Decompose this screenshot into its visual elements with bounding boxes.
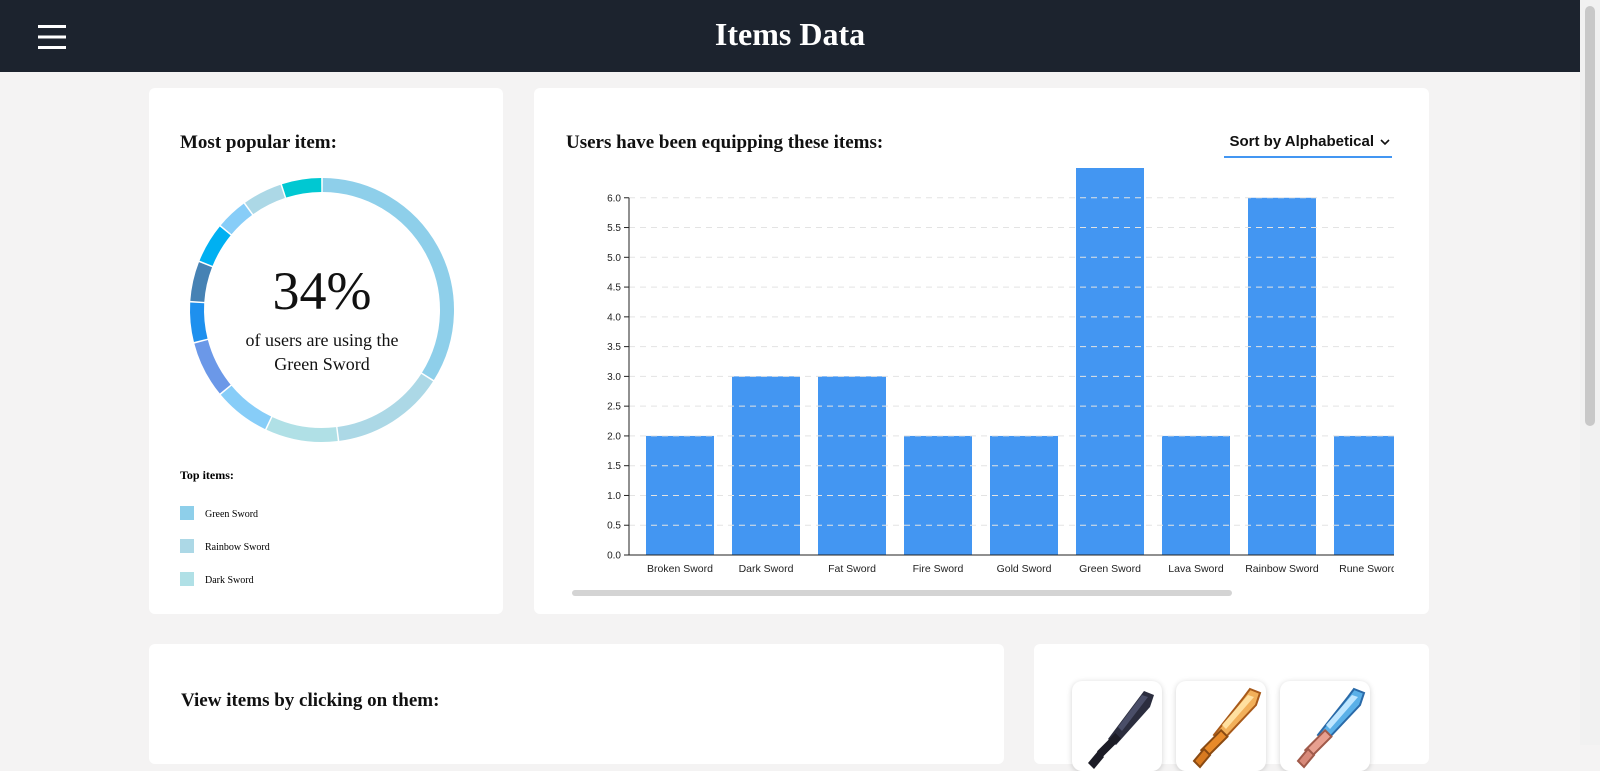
legend-swatch — [180, 572, 194, 586]
donut-segment — [337, 373, 434, 441]
x-tick-label: Gold Sword — [997, 563, 1052, 575]
x-tick-label: Green Sword — [1079, 563, 1141, 575]
donut-segment — [220, 385, 272, 430]
legend-label: Green Sword — [205, 509, 258, 520]
donut-segment — [199, 226, 231, 267]
item-icons-card — [1034, 644, 1429, 771]
y-tick-label: 5.0 — [607, 253, 621, 264]
legend-swatch — [180, 506, 194, 520]
center-caption: of users are using the Green Sword — [245, 330, 399, 374]
card-title: Most popular item: — [180, 132, 337, 153]
x-tick-label: Rune Sword — [1339, 563, 1397, 575]
y-tick-label: 4.0 — [607, 312, 621, 323]
x-tick-label: Fire Sword — [913, 563, 964, 575]
y-tick-label: 3.0 — [607, 372, 621, 383]
plot-area: Broken Sword Dark Sword Fat Sword Fire Swor… — [646, 168, 1397, 575]
y-tick-label: 2.0 — [607, 431, 621, 442]
x-tick-label: Fat Sword — [828, 563, 876, 575]
menu-button[interactable] — [38, 24, 66, 50]
donut-segment — [190, 302, 208, 343]
header: Items Data — [0, 0, 1580, 72]
x-tick-label: Rainbow Sword — [1245, 563, 1319, 575]
bar — [646, 435, 714, 555]
y-tick-label: 6.0 — [607, 193, 621, 204]
y-tick-label: 1.5 — [607, 461, 621, 472]
usage-card: Users have been equipping these items: S… — [534, 88, 1429, 614]
item-tile[interactable] — [1176, 681, 1266, 771]
donut-segment — [220, 203, 253, 235]
items-card: View items by clicking on them: — [149, 644, 1004, 764]
x-tick-label: Dark Sword — [739, 563, 794, 575]
legend-swatch — [180, 539, 194, 553]
legend-label: Dark Sword — [205, 575, 254, 586]
donut-segment — [245, 184, 286, 215]
page-title: Items Data — [714, 16, 866, 52]
sort-label: Sort by Alphabetical — [1229, 133, 1374, 150]
bar — [990, 435, 1058, 555]
donut-segment — [190, 262, 213, 303]
scrollbar[interactable] — [1580, 0, 1600, 745]
y-tick-label: 2.5 — [607, 402, 621, 413]
y-tick-label: 4.5 — [607, 283, 621, 294]
bar-chart: Broken Sword Dark Sword Fat Sword Fire Swor… — [572, 168, 1397, 596]
donut-segment — [194, 339, 231, 394]
popular-card: Most popular item: Top items: Green Sword… — [149, 88, 503, 614]
card-title: View items by clicking on them: — [181, 690, 440, 711]
y-tick-label: 0.5 — [607, 521, 621, 532]
legend-title: Top items: — [180, 468, 234, 482]
bar — [1076, 168, 1144, 555]
legend-label: Rainbow Sword — [205, 542, 270, 553]
y-tick-label: 3.5 — [607, 342, 621, 353]
horizontal-scrollbar[interactable] — [572, 590, 1232, 596]
y-tick-label: 0.0 — [607, 551, 621, 562]
y-tick-label: 5.5 — [607, 223, 621, 234]
card-title: Users have been equipping these items: — [566, 132, 884, 153]
x-tick-label: Lava Sword — [1168, 563, 1224, 575]
item-tile[interactable] — [1072, 681, 1162, 771]
y-tick-label: 1.0 — [607, 491, 621, 502]
donut-segment — [322, 178, 454, 381]
item-tile[interactable] — [1280, 681, 1370, 771]
donut-chart: Top items: Green Sword Rainbow Sword Dark S… — [180, 178, 454, 586]
donut-segment — [266, 416, 338, 442]
x-tick-label: Broken Sword — [647, 563, 713, 575]
donut-segment — [281, 178, 322, 198]
sort-dropdown[interactable]: Sort by Alphabetical — [1224, 132, 1392, 158]
center-value: 34% — [272, 261, 372, 321]
